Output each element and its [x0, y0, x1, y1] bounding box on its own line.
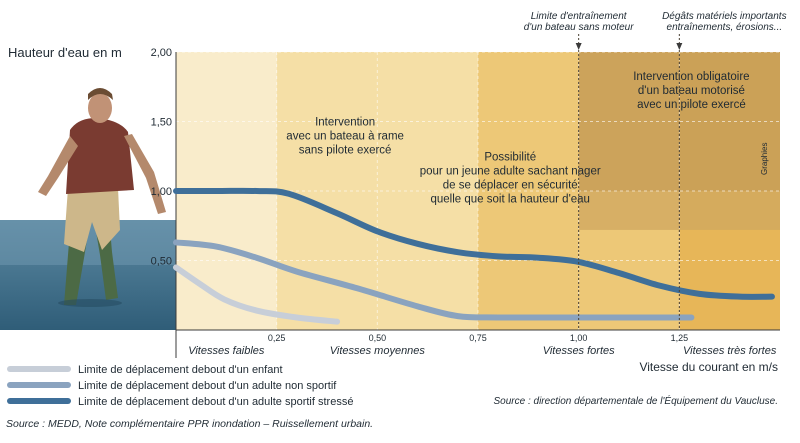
- zone-annotation-2: Intervention obligatoire d'un bateau moto…: [633, 71, 749, 111]
- zone-text-line: avec un bateau à rame: [286, 131, 404, 143]
- zone-text-line: sans pilote exercé: [299, 145, 392, 157]
- person-hair: [88, 88, 113, 100]
- legend-label: Limite de déplacement debout d'un adulte…: [78, 380, 337, 392]
- series-line-0: [173, 264, 341, 325]
- marker-label: Dégâts matériels importants: [662, 11, 787, 22]
- legend-item-2: Limite de déplacement debout d'un adulte…: [7, 396, 353, 408]
- series-line-1: [173, 239, 695, 321]
- person-right-arm: [124, 134, 166, 214]
- zone-annotation-1: Possibilité pour un jeune adulte sachant …: [420, 151, 601, 205]
- source-right: Source : direction départementale de l'É…: [494, 394, 779, 407]
- y-axis-title: Hauteur d'eau en m: [8, 45, 122, 60]
- marker-1: Dégâts matériels importantsentraînements…: [662, 11, 787, 330]
- legend-item-0: Limite de déplacement debout d'un enfant: [7, 364, 283, 376]
- x-axis-title: Vitesse du courant en m/s: [639, 360, 778, 374]
- x-tick-label: 0,25: [268, 333, 286, 343]
- y-tick-label: 1,50: [151, 117, 172, 129]
- motor-zone: [578, 52, 780, 230]
- marker-arrow: [676, 43, 683, 50]
- person-shirt: [66, 118, 134, 194]
- band-label-0: Vitesses faibles: [188, 345, 265, 357]
- zone-annotation-0: Intervention avec un bateau à rame sans pi…: [286, 117, 404, 157]
- marker-arrow: [575, 43, 582, 50]
- zone-text-line: Intervention: [315, 117, 375, 129]
- person-illustration: [0, 88, 176, 330]
- zone-text-line: de se déplacer en sécurité: [443, 179, 578, 191]
- zone-text-line: avec un pilote exercé: [637, 99, 746, 111]
- zone-text-line: d'un bateau motorisé: [638, 85, 745, 97]
- x-tick-label: 0,50: [369, 333, 387, 343]
- zone-text-line: pour un jeune adulte sachant nager: [420, 165, 601, 177]
- zone-text-line: quelle que soit la hauteur d'eau: [430, 193, 589, 205]
- legend-label: Limite de déplacement debout d'un adulte…: [78, 396, 353, 408]
- x-tick-label: 0,75: [469, 333, 487, 343]
- band-label-3: Vitesses très fortes: [683, 345, 777, 357]
- zone-text-line: Possibilité: [484, 151, 536, 163]
- y-tick-label: 1,00: [151, 186, 172, 198]
- y-tick-label: 0,50: [151, 256, 172, 268]
- x-tick-label: 1,00: [570, 333, 588, 343]
- marker-label: d'un bateau sans moteur: [524, 22, 634, 33]
- y-tick-label: 2,00: [151, 47, 172, 59]
- band-label-1: Vitesses moyennes: [330, 345, 426, 357]
- person-shorts: [64, 188, 120, 252]
- credit-label: Graphies: [760, 143, 769, 175]
- zone-text-line: Intervention obligatoire: [633, 71, 749, 83]
- person-left-arm: [38, 136, 78, 196]
- band-label-2: Vitesses fortes: [543, 345, 615, 357]
- legend-label: Limite de déplacement debout d'un enfant: [78, 364, 283, 376]
- source-bottom: Source : MEDD, Note complémentaire PPR i…: [6, 418, 373, 430]
- legend-item-1: Limite de déplacement debout d'un adulte…: [7, 380, 337, 392]
- marker-label: Limite d'entraînement: [531, 11, 628, 22]
- marker-label: entraînements, érosions...: [667, 22, 783, 33]
- person-head: [88, 93, 112, 123]
- x-tick-label: 1,25: [671, 333, 689, 343]
